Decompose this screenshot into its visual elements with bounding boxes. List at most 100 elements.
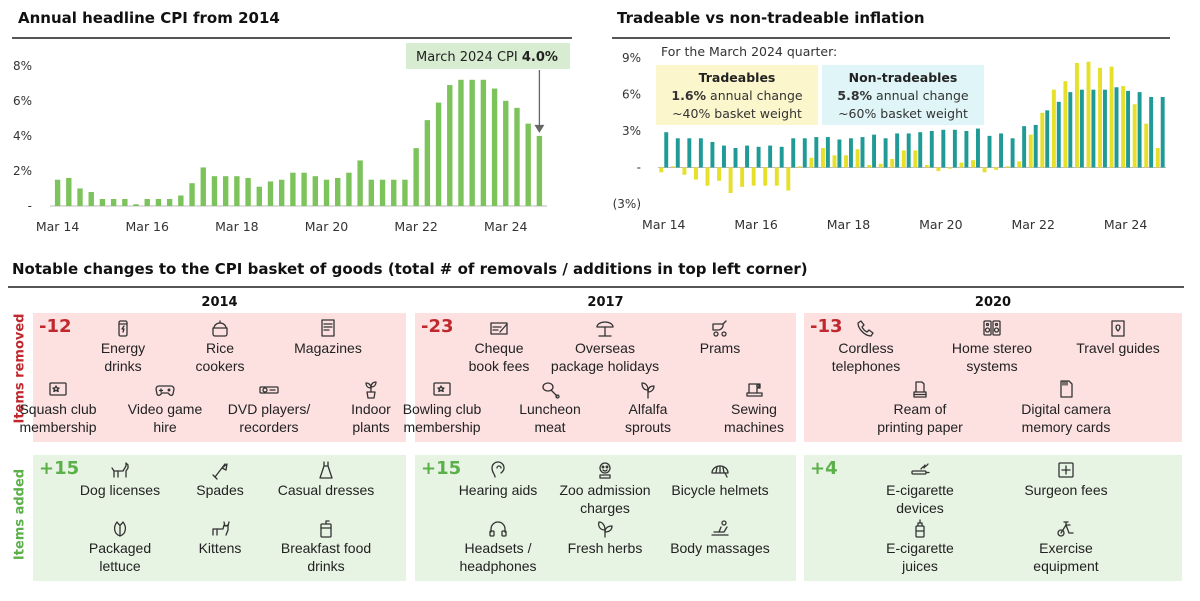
nontradeable-bar (860, 137, 865, 168)
lettuce-icon (109, 517, 131, 539)
cpi-bar (245, 177, 251, 206)
nontradeable-bar (1091, 89, 1096, 168)
cpi-bar (211, 176, 218, 206)
item-label: Ream of (893, 401, 947, 417)
item-label: telephones (831, 358, 901, 374)
dress-icon (315, 459, 337, 481)
item-label: Zoo admission (559, 482, 651, 498)
tradeable-bar (878, 163, 883, 168)
cpi-y-tick-label: - (28, 199, 32, 213)
item-label: E-cigarette (886, 482, 954, 498)
item-label: Kittens (198, 540, 242, 556)
drink-cup-icon (315, 517, 337, 539)
added-item: Dog licenses (50, 459, 190, 499)
added-item: Bicycle helmets (650, 459, 790, 499)
nontradeable-bar (987, 135, 992, 168)
tradeable-bar (740, 167, 745, 187)
year-label: 2014 (201, 295, 238, 310)
item-label: memory cards (1021, 419, 1111, 435)
nontradeable-bar (895, 133, 900, 168)
nontradeable-bar (733, 148, 738, 168)
nontradeables-callout-box (822, 65, 984, 125)
e-cigarette-icon (909, 459, 931, 481)
item-label: headphones (459, 558, 537, 574)
nontradeables-callout-change: 5.8% annual change (837, 88, 968, 103)
tradeable-bar (844, 155, 848, 168)
removed-items-box: -23 Cheque book fees Overseas package holida… (403, 313, 796, 442)
added-item: Surgeon fees (996, 459, 1136, 499)
meat-icon (539, 378, 561, 400)
item-label: Cordless (838, 340, 894, 356)
removed-item: Digital camera memory cards (996, 378, 1136, 436)
nontradeable-bar (1079, 89, 1084, 168)
removed-item: Home stereo systems (922, 317, 1062, 375)
bowling-card-icon (431, 378, 453, 400)
cpi-bar (323, 179, 330, 206)
tradeable-bar (693, 167, 698, 180)
cpi-bar (357, 160, 363, 206)
item-label: printing paper (877, 419, 963, 435)
cpi-bar (514, 107, 520, 206)
removed-count: -23 (421, 316, 454, 337)
item-label: Rice (205, 340, 234, 356)
trade-subtitle: For the March 2024 quarter: (661, 44, 837, 59)
item-label: Body massages (670, 540, 770, 556)
cpi-bar (256, 186, 262, 206)
zoo-animal-icon (594, 459, 616, 481)
nontradeable-bar (999, 133, 1004, 168)
removed-item: Luncheon meat (480, 378, 620, 436)
exercise-bike-icon (1055, 517, 1077, 539)
removed-items-box: -13 Cordless telephones Home stereo systems T… (804, 313, 1182, 442)
added-items-box: +15 Hearing aids Zoo admission charges Bicyc… (415, 455, 796, 581)
added-item: Packaged lettuce (50, 517, 190, 575)
left-title-rule (12, 37, 572, 39)
stereo-speakers-icon (981, 317, 1003, 339)
cpi-bar (312, 176, 318, 206)
removed-count: -12 (39, 316, 72, 337)
cpi-bar (99, 198, 106, 206)
tradeable-bar (1144, 123, 1149, 168)
paper-ream-icon (909, 378, 931, 400)
added-count: +15 (421, 458, 462, 479)
removed-items-box: -12 Energy drinks Rice cookers Magazines Squas… (19, 313, 406, 442)
magazine-icon (317, 317, 339, 339)
nontradeable-bar (1149, 96, 1154, 168)
item-label: E-cigarette (886, 540, 954, 556)
removed-item: Bowling club membership (372, 378, 512, 436)
nontradeable-bar (745, 145, 750, 168)
cpi-bar (166, 198, 173, 206)
item-label: Packaged (88, 540, 152, 556)
hearing-aid-icon (487, 459, 509, 481)
nontradeable-bar (964, 131, 969, 168)
item-label: Headsets / (464, 540, 532, 556)
surgeon-plus-icon (1055, 459, 1077, 481)
cpi-y-tick-label: 4% (13, 129, 32, 143)
cpi-x-tick-label: Mar 24 (484, 219, 528, 234)
nontradeable-bar (952, 129, 957, 168)
cpi-bar (144, 198, 150, 206)
tradeable-bar (728, 167, 733, 193)
item-label: Squash club (19, 401, 97, 417)
cpi-bar (77, 188, 83, 206)
tradeable-bar (1051, 89, 1056, 168)
item-label: Overseas (575, 340, 635, 356)
right-title-rule (612, 37, 1170, 39)
item-label: Bowling club (402, 401, 482, 417)
tradeable-bar (1063, 81, 1068, 168)
dog-icon (109, 459, 131, 481)
nontradeable-bar (710, 141, 715, 168)
year-label: 2020 (974, 295, 1012, 310)
cpi-annotation-arrowhead (534, 124, 545, 133)
spade-icon (209, 459, 231, 481)
added-count: +4 (810, 458, 838, 479)
tradeable-bar (763, 167, 768, 186)
year-label: 2017 (587, 295, 624, 310)
nontradeable-bar (814, 137, 819, 168)
tradeable-bar-chart: (3%) - 3% 6% 9% Mar 14 Mar 16 Mar 18 Mar 20 Mar 2… (613, 44, 1166, 232)
cpi-bar (66, 177, 72, 206)
trade-y-tick-label: 3% (622, 124, 641, 138)
tradeable-bar (936, 167, 941, 172)
item-label: plants (352, 419, 390, 435)
cpi-bar-chart: - 2% 4% 6% 8% Mar 14 Mar 16 Mar 18 Mar 20 Mar 22 M… (13, 43, 570, 234)
nontradeable-bar (1010, 138, 1015, 168)
